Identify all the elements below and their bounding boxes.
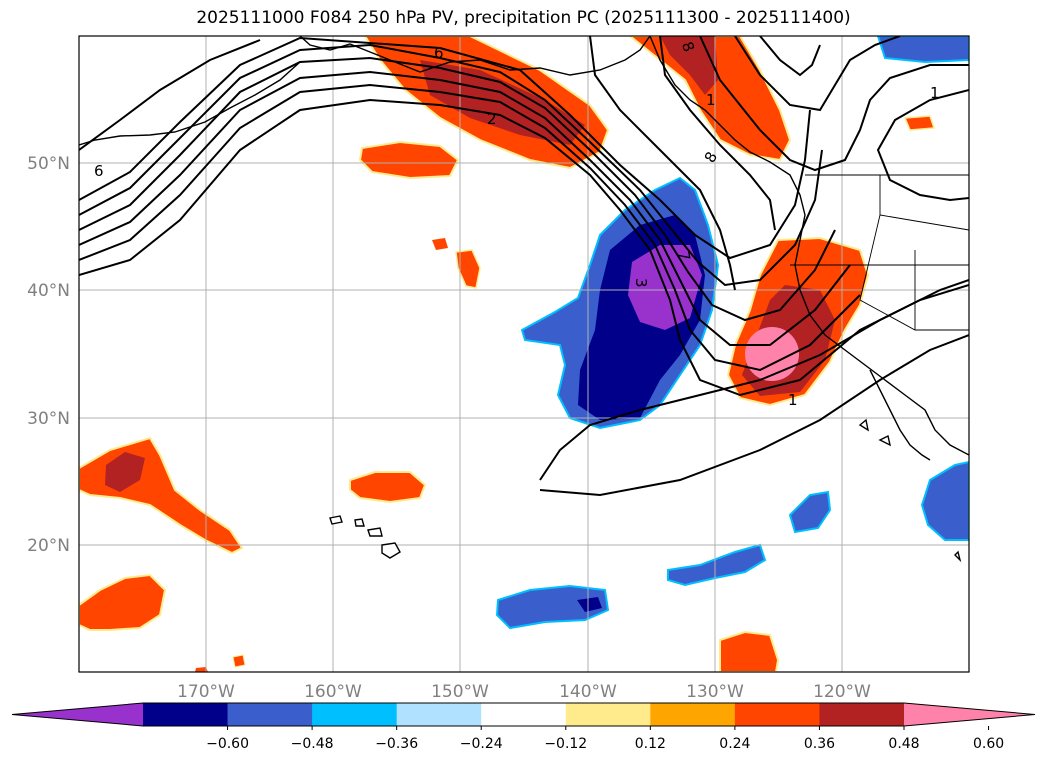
colorbar-segment (565, 703, 651, 726)
precip-negative-s3 (788, 490, 832, 534)
precip-positive-small1 (432, 238, 448, 250)
precip-negative-s1 (495, 584, 610, 630)
contour-label: 6 (434, 44, 444, 62)
colorbar-segment (481, 703, 567, 726)
precip-negative-s1-navy (577, 597, 602, 612)
contour-label: 1 (788, 391, 798, 409)
colorbar-segment (734, 703, 820, 726)
colorbar-segment (396, 703, 482, 726)
lon-label: 130°W (686, 682, 744, 702)
contour-label: 1 (930, 84, 940, 102)
lon-label: 150°W (431, 682, 489, 702)
colorbar-segment (143, 703, 229, 726)
longitude-labels: 170°W 160°W 150°W 140°W 130°W 120°W (177, 682, 871, 702)
graticule (79, 36, 969, 672)
hawaii-islands (329, 515, 401, 559)
coast-bc (649, 36, 969, 456)
contour-label: 3 (632, 278, 650, 288)
colorbar-extend-min (12, 703, 143, 726)
precip-positive-sw1-core (105, 452, 145, 492)
precip-positive-bc-core (660, 36, 718, 95)
latitude-labels: 50°N 40°N 30°N 20°N (27, 154, 70, 556)
colorbar-segment (650, 703, 736, 726)
precip-positive-small3 (232, 654, 246, 668)
colorbar-segment (312, 703, 398, 726)
precip-positive-nr (903, 115, 936, 131)
lon-label: 120°W (813, 682, 871, 702)
colorbar-tick-label: 0.24 (719, 736, 750, 752)
contour-label: 2 (487, 110, 497, 128)
colorbar-tick-label: −0.60 (206, 736, 249, 752)
colorbar-segment (819, 703, 905, 726)
colorbar: −0.60 −0.48 −0.36 −0.24 −0.12 0.12 0.24 0.36 0.4… (11, 702, 1036, 752)
lat-label: 50°N (27, 154, 70, 174)
lon-label: 160°W (304, 682, 362, 702)
lat-label: 30°N (27, 409, 70, 429)
colorbar-tick-label: −0.48 (291, 736, 334, 752)
precip-positive-sw4 (719, 630, 780, 672)
precip-positive-np (358, 140, 460, 180)
colorbar-tick-label: −0.24 (460, 736, 503, 752)
lat-label: 40°N (27, 281, 70, 301)
precip-positive-california-max (745, 327, 799, 381)
contour-label: 1 (706, 91, 716, 109)
map-title: 2025111000 F084 250 hPa PV, precipitatio… (196, 8, 851, 28)
colorbar-tick-label: 0.60 (973, 736, 1004, 752)
colorbar-segment (227, 703, 313, 726)
coast-baja (869, 369, 931, 461)
colorbar-tick-label: −0.12 (544, 736, 587, 752)
colorbar-tick-label: −0.36 (375, 736, 418, 752)
islands-se (858, 418, 962, 563)
precip-positive-sw3 (79, 573, 167, 631)
precip-shading (79, 36, 969, 672)
colorbar-outline (11, 702, 1036, 727)
colorbar-tick-label: 0.48 (888, 736, 919, 752)
pv-contours (79, 36, 969, 497)
map-border (78, 35, 970, 673)
precip-positive-small4 (195, 667, 208, 672)
precip-positive-sw2 (349, 471, 427, 504)
colorbar-extend-max (904, 703, 1035, 726)
contour-label: 7 (674, 250, 693, 263)
precip-positive-small2 (455, 249, 481, 289)
colorbar-tick-label: 0.36 (804, 736, 835, 752)
lon-label: 140°W (559, 682, 617, 702)
precip-negative-s2 (667, 543, 767, 587)
lon-label: 170°W (177, 682, 235, 702)
lat-label: 20°N (27, 536, 70, 556)
colorbar-tick-label: 0.12 (635, 736, 666, 752)
precip-negative-se (920, 460, 969, 541)
precip-positive-bc (628, 36, 792, 162)
precip-negative-ne (876, 36, 969, 64)
contour-label: 6 (94, 162, 104, 180)
